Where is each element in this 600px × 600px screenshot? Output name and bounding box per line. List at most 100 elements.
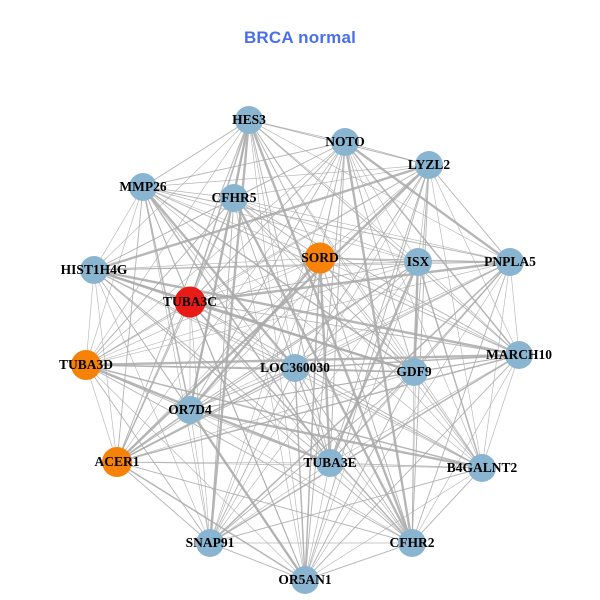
graph-edge xyxy=(209,257,321,544)
graph-node-hes3[interactable] xyxy=(235,106,263,134)
graph-edge xyxy=(116,461,211,544)
graph-edge xyxy=(116,257,321,463)
graph-edge xyxy=(411,467,483,544)
graph-edge xyxy=(233,197,419,263)
graph-edge xyxy=(481,354,520,469)
graph-edge xyxy=(116,197,235,463)
graph-node-tuba3d[interactable] xyxy=(71,350,101,380)
graph-node-cfhr2[interactable] xyxy=(398,529,426,557)
graph-edge xyxy=(294,367,483,469)
graph-node-pnpla5[interactable] xyxy=(496,248,524,276)
graph-edge xyxy=(142,186,235,199)
graph-edge xyxy=(417,261,483,469)
graph-edge xyxy=(509,261,520,356)
graph-edge xyxy=(85,364,483,469)
graph-edge xyxy=(319,257,483,469)
graph-edge xyxy=(248,119,511,263)
graph-node-hist1h4g[interactable] xyxy=(80,256,108,284)
graph-edge xyxy=(189,301,211,544)
graph-edge xyxy=(189,409,413,544)
graph-node-b4galnt2[interactable] xyxy=(468,454,496,482)
graph-node-snap91[interactable] xyxy=(196,529,224,557)
graph-edge xyxy=(189,409,306,581)
graph-edge xyxy=(428,164,520,356)
graph-node-lyzl2[interactable] xyxy=(415,151,443,179)
graph-edge xyxy=(142,186,211,544)
graph-edge xyxy=(294,164,430,369)
graph-edge xyxy=(344,141,415,373)
graph-edge xyxy=(319,164,430,259)
graph-edge xyxy=(142,186,415,373)
graph-node-acer1[interactable] xyxy=(102,447,132,477)
graph-node-label-acer1: ACER1 xyxy=(94,454,139,469)
graph-edge xyxy=(248,119,415,373)
graph-edge xyxy=(189,367,296,411)
graph-node-label-tuba3d: TUBA3D xyxy=(59,357,113,372)
graph-edge xyxy=(411,371,415,544)
graph-node-or5an1[interactable] xyxy=(291,566,319,594)
graph-edge xyxy=(344,141,483,469)
graph-node-label-march10: MARCH10 xyxy=(486,347,552,362)
graph-edge xyxy=(209,462,331,544)
graph-edge xyxy=(93,269,413,544)
graph-edge xyxy=(209,354,520,544)
graph-edge xyxy=(142,141,346,188)
graph-edge xyxy=(189,301,306,581)
graph-node-or7d4[interactable] xyxy=(176,396,204,424)
graph-edge xyxy=(329,462,483,469)
graph-edge xyxy=(304,354,520,581)
graph-node-isx[interactable] xyxy=(404,248,432,276)
graph-edge xyxy=(116,367,296,463)
graph-edge xyxy=(189,257,321,303)
graph-node-label-cfhr2: CFHR2 xyxy=(390,535,435,550)
graph-edge xyxy=(304,261,419,581)
graph-node-label-lyzl2: LYZL2 xyxy=(408,157,451,172)
graph-node-march10[interactable] xyxy=(505,341,533,369)
graph-edge xyxy=(116,371,415,463)
label-layer: HES3 NOTO LYZL2 MMP26 CFHR5 HIST1H4G SORD ISX PN… xyxy=(59,112,552,587)
graph-node-label-loc360030: LOC360030 xyxy=(260,360,330,375)
graph-node-label-tuba3e: TUBA3E xyxy=(303,455,356,470)
graph-edge xyxy=(319,257,413,544)
graph-node-tuba3c[interactable] xyxy=(174,286,206,318)
graph-edge xyxy=(329,462,413,544)
graph-edge xyxy=(116,461,483,469)
graph-edge xyxy=(343,141,414,544)
graph-edge xyxy=(85,364,415,373)
graph-edge xyxy=(85,364,413,544)
graph-node-sord[interactable] xyxy=(304,242,336,274)
graph-edge xyxy=(319,257,415,373)
graph-edge xyxy=(304,261,511,581)
graph-edge xyxy=(142,164,430,188)
graph-node-noto[interactable] xyxy=(331,128,359,156)
graph-node-label-hist1h4g: HIST1H4G xyxy=(61,262,128,277)
graph-node-label-noto: NOTO xyxy=(325,134,365,149)
graph-node-cfhr5[interactable] xyxy=(220,184,248,212)
graph-edge xyxy=(248,119,306,581)
graph-node-mmp26[interactable] xyxy=(129,173,157,201)
graph-edge xyxy=(85,257,321,366)
graph-node-gdf9[interactable] xyxy=(400,358,428,386)
graph-edge xyxy=(294,367,306,581)
graph-edge xyxy=(116,461,331,464)
graph-edge xyxy=(142,186,296,369)
page-title: BRCA normal xyxy=(243,28,357,47)
graph-edge xyxy=(209,542,306,581)
graph-edge xyxy=(189,301,296,369)
graph-edge xyxy=(189,408,483,470)
graph-edge xyxy=(233,197,483,469)
graph-edge xyxy=(344,141,430,166)
graph-edge xyxy=(85,261,419,366)
graph-edge xyxy=(142,186,331,464)
graph-node-tuba3e[interactable] xyxy=(316,449,344,477)
graph-edge xyxy=(85,197,235,366)
graph-node-loc360030[interactable] xyxy=(281,354,309,382)
edge-layer xyxy=(85,119,520,581)
graph-edge xyxy=(304,542,413,581)
graph-edge xyxy=(85,141,346,366)
graph-edge xyxy=(189,261,511,411)
graph-edge xyxy=(247,119,414,544)
graph-node-label-b4galnt2: B4GALNT2 xyxy=(447,460,518,475)
graph-edge xyxy=(294,367,415,373)
graph-edge xyxy=(116,461,413,544)
